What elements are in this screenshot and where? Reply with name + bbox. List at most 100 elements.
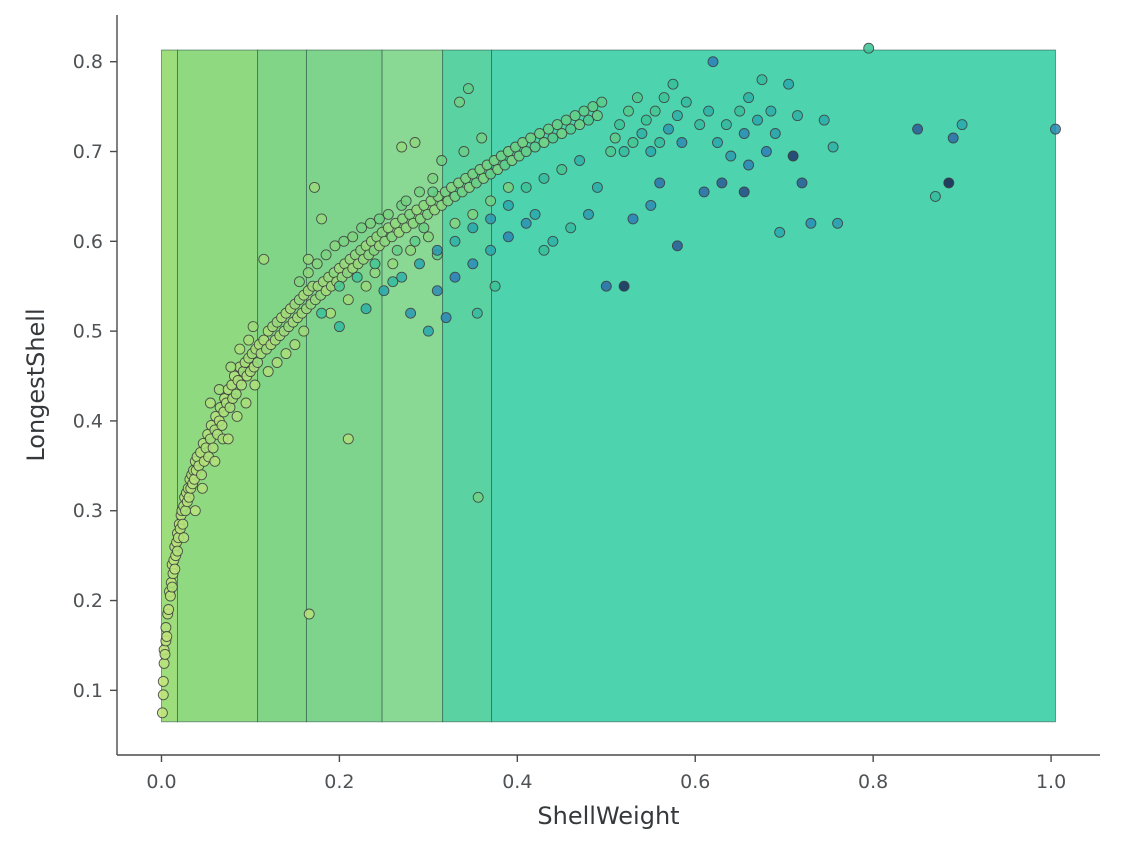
scatter-point bbox=[618, 280, 630, 292]
scatter-point bbox=[222, 433, 234, 445]
scatter-point bbox=[943, 177, 955, 189]
scatter-point bbox=[196, 482, 208, 494]
scatter-point bbox=[414, 186, 425, 198]
scatter-point bbox=[734, 105, 746, 117]
scatter-point bbox=[560, 114, 572, 126]
scatter-point bbox=[716, 177, 728, 189]
scatter-point bbox=[454, 96, 465, 108]
scatter-point bbox=[163, 604, 175, 615]
scatter-point bbox=[207, 442, 219, 454]
y-tick-label: 0.8 bbox=[73, 51, 103, 73]
scatter-point bbox=[769, 128, 781, 139]
scatter-point bbox=[316, 307, 328, 319]
scatter-point bbox=[712, 137, 723, 148]
scatter-point bbox=[796, 177, 808, 189]
scatter-point bbox=[309, 181, 320, 193]
scatter-point bbox=[667, 78, 679, 90]
scatter-point bbox=[703, 105, 715, 117]
scatter-point bbox=[609, 132, 621, 144]
scatter-point bbox=[158, 657, 170, 669]
scatter-point bbox=[234, 343, 246, 355]
scatter-point bbox=[623, 105, 634, 117]
scatter-point bbox=[247, 321, 259, 333]
scatter-point bbox=[565, 123, 577, 135]
scatter-point bbox=[204, 397, 216, 409]
scatter-point bbox=[302, 253, 314, 265]
scatter-point bbox=[427, 186, 439, 198]
scatter-point bbox=[534, 128, 546, 139]
scatter-point bbox=[743, 159, 755, 171]
scatter-point bbox=[720, 119, 732, 131]
scatter-point bbox=[752, 114, 763, 126]
scatter-point bbox=[431, 244, 443, 256]
scatter-point bbox=[360, 303, 372, 315]
scatter-point bbox=[476, 132, 488, 144]
scatter-point bbox=[654, 137, 666, 148]
scatter-point bbox=[485, 213, 497, 225]
scatter-point bbox=[485, 244, 497, 256]
scatter-point bbox=[243, 334, 255, 346]
scatter-point bbox=[645, 199, 657, 211]
scatter-point bbox=[216, 419, 228, 431]
scatter-point bbox=[258, 253, 270, 265]
scatter-point bbox=[538, 244, 550, 256]
scatter-point bbox=[502, 181, 514, 193]
scatter-point bbox=[618, 146, 630, 157]
scatter-point bbox=[164, 590, 176, 602]
scatter-point bbox=[387, 258, 399, 270]
scatter-point bbox=[177, 518, 189, 530]
scatter-point bbox=[591, 181, 603, 193]
scatter-point bbox=[436, 155, 448, 166]
scatter-point bbox=[396, 141, 408, 153]
scatter-point bbox=[400, 195, 412, 207]
x-tick-label: 0.2 bbox=[324, 771, 354, 793]
scatter-point bbox=[405, 244, 417, 256]
scatter-point bbox=[169, 563, 181, 575]
partition-band bbox=[381, 49, 444, 723]
scatter-point bbox=[414, 258, 425, 270]
scatter-point bbox=[529, 208, 541, 220]
y-tick-label: 0.3 bbox=[73, 500, 103, 522]
scatter-point bbox=[502, 199, 514, 211]
scatter-point bbox=[180, 505, 191, 517]
scatter-point bbox=[680, 96, 692, 108]
scatter-point bbox=[157, 675, 169, 687]
scatter-point bbox=[502, 231, 514, 243]
scatter-point bbox=[569, 110, 581, 122]
scatter-point bbox=[547, 235, 559, 247]
scatter-point bbox=[302, 267, 314, 279]
scatter-point bbox=[547, 132, 559, 144]
scatter-point bbox=[551, 119, 563, 131]
scatter-point bbox=[160, 622, 172, 633]
y-tick-label: 0.7 bbox=[73, 141, 103, 163]
y-tick-label: 0.5 bbox=[73, 321, 103, 343]
scatter-point bbox=[787, 150, 799, 162]
y-tick-label: 0.2 bbox=[73, 590, 103, 612]
scatter-point bbox=[178, 532, 190, 544]
scatter-point bbox=[311, 258, 323, 270]
scatter-point bbox=[183, 491, 195, 503]
scatter-point bbox=[342, 433, 354, 445]
scatter-point bbox=[396, 271, 408, 283]
scatter-point bbox=[338, 235, 350, 247]
scatter-point bbox=[422, 325, 434, 337]
scatter-point bbox=[912, 123, 924, 135]
scatter-point bbox=[156, 707, 168, 719]
scatter-point bbox=[574, 119, 586, 131]
scatter-point bbox=[863, 42, 875, 54]
scatter-point bbox=[293, 276, 305, 288]
scatter-point bbox=[658, 92, 670, 104]
scatter-point bbox=[489, 280, 501, 292]
scatter-point bbox=[409, 235, 421, 247]
scatter-point bbox=[636, 128, 648, 139]
scatter-point bbox=[583, 208, 594, 220]
scatter-point bbox=[774, 226, 786, 238]
scatter-point bbox=[458, 146, 470, 157]
scatter-point bbox=[725, 150, 737, 162]
scatter-point bbox=[783, 78, 795, 90]
scatter-point bbox=[556, 164, 568, 175]
scatter-point bbox=[271, 357, 283, 368]
scatter-point bbox=[467, 258, 479, 270]
